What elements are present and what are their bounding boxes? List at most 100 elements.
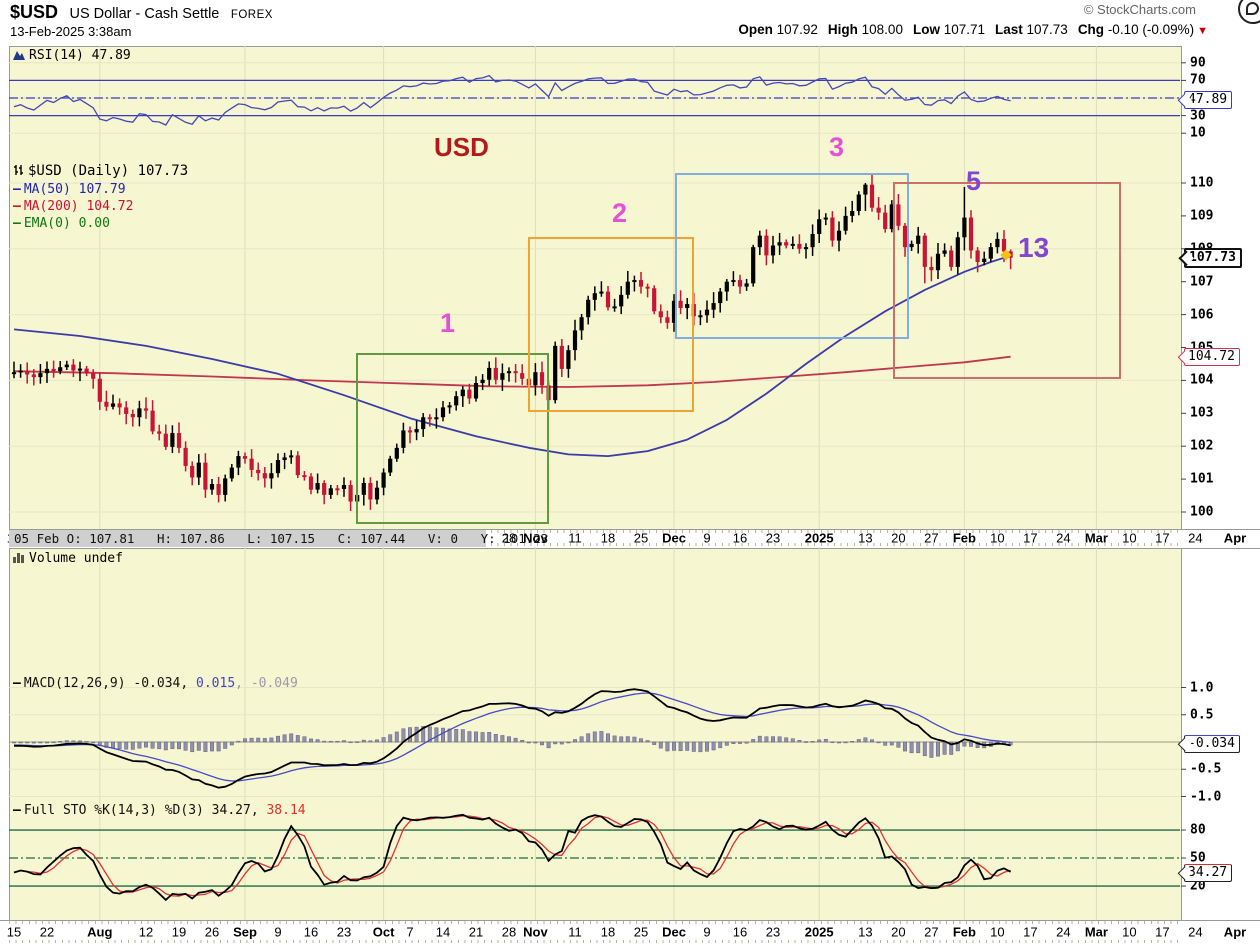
quote-value: 108.00 [857,22,903,37]
date-tick-bottom: 20 [891,924,906,940]
date-tick-mid: Apr [1223,530,1247,546]
price-axis-label: 106 [1190,307,1214,323]
tick-marks [9,921,1181,924]
legend-part: 38.14 [266,803,306,818]
rsi-axis-label: 10 [1190,125,1206,141]
rsi-value-tag: 47.89 [1184,90,1233,109]
date-tick-mid: 24 [1056,530,1071,546]
quote-label: Chg [1077,22,1105,37]
volume-legend: Volume undef [13,551,123,567]
date-tick-bottom: Feb [952,924,976,940]
price-axis-label: 109 [1190,208,1214,224]
date-tick-bottom: Oct [372,924,395,940]
date-tick-mid: 27 [924,530,939,546]
price-axis-label: 103 [1190,405,1214,421]
date-tick-bottom: 15 [6,924,22,940]
overlay-legend-item: — EMA(0) 0.00 [13,216,110,231]
date-tick-bottom: Sep [233,924,257,940]
legend-part: , [250,803,267,818]
annotation-box-3 [675,173,909,339]
last-price-tag: 107.73 [1184,247,1242,268]
copyright: © StockCharts.com [1083,2,1196,17]
quote-dropdown-arrow[interactable]: ▼ [1197,25,1208,37]
annotation-label-5: 5 [966,166,982,196]
legend-part: -0.049 [250,676,298,691]
date-tick-bottom: 17 [1023,924,1038,940]
main-legend-title: $USD (Daily) 107.73 [13,163,188,181]
date-tick-bottom: 26 [204,924,220,940]
quote-value: -0.10 (-0.09%) [1104,22,1195,37]
date-tick-mid: Nov [523,530,548,546]
annotation-label-2: 2 [612,198,628,228]
date-tick-bottom: 21 [468,924,484,940]
date-tick-bottom: 17 [1155,924,1170,940]
date-tick-mid: 23 [765,530,781,546]
date-tick-mid: 9 [703,530,711,546]
annotation-box-2 [528,237,694,412]
rsi-indicator-icon [13,49,25,64]
annotation-label-1: 1 [440,308,456,338]
date-tick-bottom: 10 [1122,924,1137,940]
date-tick-bottom: 25 [633,924,649,940]
price-axis-label: 107 [1190,274,1214,290]
quote-value: 107.71 [939,22,985,37]
date-tick-bottom: 7 [406,924,414,940]
lower-chart-background [9,547,1182,920]
tick-marks [9,530,1181,533]
date-tick-bottom: 9 [703,924,711,940]
rsi-axis-label: 30 [1190,108,1206,124]
price-axis-label: 102 [1190,438,1214,454]
symbol-title: $USD US Dollar - Cash Settle FOREX [10,2,273,23]
chart-header: $USD US Dollar - Cash Settle FOREX 13-Fe… [0,0,1260,45]
quote-label: Last [995,22,1023,37]
annotation-label-13: 13 [1018,232,1050,263]
legend-part: , [235,676,251,691]
date-tick-bottom: 11 [568,924,582,940]
candlestick-icon [13,164,24,181]
date-tick-mid: 18 [600,530,616,546]
ma-line-icon: — [13,199,21,214]
date-tick-bottom: Apr [1223,924,1247,940]
legend-part: , [180,676,197,691]
date-tick-bottom: Nov [523,924,548,940]
date-tick-mid: 16 [732,530,748,546]
date-tick-mid: 10 [1122,530,1137,546]
annotation-label-USD: USD [434,132,489,162]
date-tick-bottom: 9 [274,924,282,940]
date-tick-bottom: 16 [303,924,319,940]
date-tick-mid: 10 [990,530,1005,546]
legend-part: 0.015 [196,676,236,691]
sto-line-icon: — [13,803,21,818]
sto-axis-label: 80 [1190,822,1206,838]
date-tick-mid: 20 [891,530,906,546]
date-tick-mid: 24 [1188,530,1203,546]
date-tick-bottom: 24 [1056,924,1071,940]
date-tick-bottom: 19 [171,924,187,940]
date-tick-bottom: Dec [662,924,686,940]
sto-legend: — Full STO %K(14,3) %D(3) 34.27, 38.14 [13,803,306,818]
date-tick-mid: 28 [501,530,517,546]
date-tick-bottom: 27 [924,924,939,940]
date-tick-bottom: 2025 [804,924,834,940]
date-tick-bottom: 16 [732,924,748,940]
annotation-label-3: 3 [829,132,845,162]
overlay-legend-item: — MA(200) 104.72 [13,199,134,214]
tick-marks [9,543,1181,546]
symbol-exchange: FOREX [230,9,273,21]
date-tick-bottom: 12 [138,924,154,940]
overlay-legend-item: — MA(50) 107.79 [13,182,126,197]
macd-value-tag: -0.034 [1184,734,1240,753]
rsi-axis-label: 70 [1190,72,1206,88]
quote-value: 107.92 [772,22,818,37]
crosshair-status-bar: 05 Feb O: 107.81 H: 107.86 L: 107.15 C: … [9,530,548,547]
date-tick-mid: 11 [568,530,582,546]
date-tick-bottom: 23 [336,924,352,940]
macd-axis-label: 1.0 [1190,680,1214,695]
quote-label: Open [738,22,773,37]
overlay-legend-items: — MA(50) 107.79 — MA(200) 104.72 — EMA(0) 0.0… [13,181,188,232]
ma200-value-tag: 104.72 [1184,347,1240,366]
symbol-ticker: $USD [10,2,59,22]
date-tick-mid: Feb [952,530,976,546]
quote-label: Low [912,22,940,37]
date-tick-bottom: Aug [87,924,113,940]
